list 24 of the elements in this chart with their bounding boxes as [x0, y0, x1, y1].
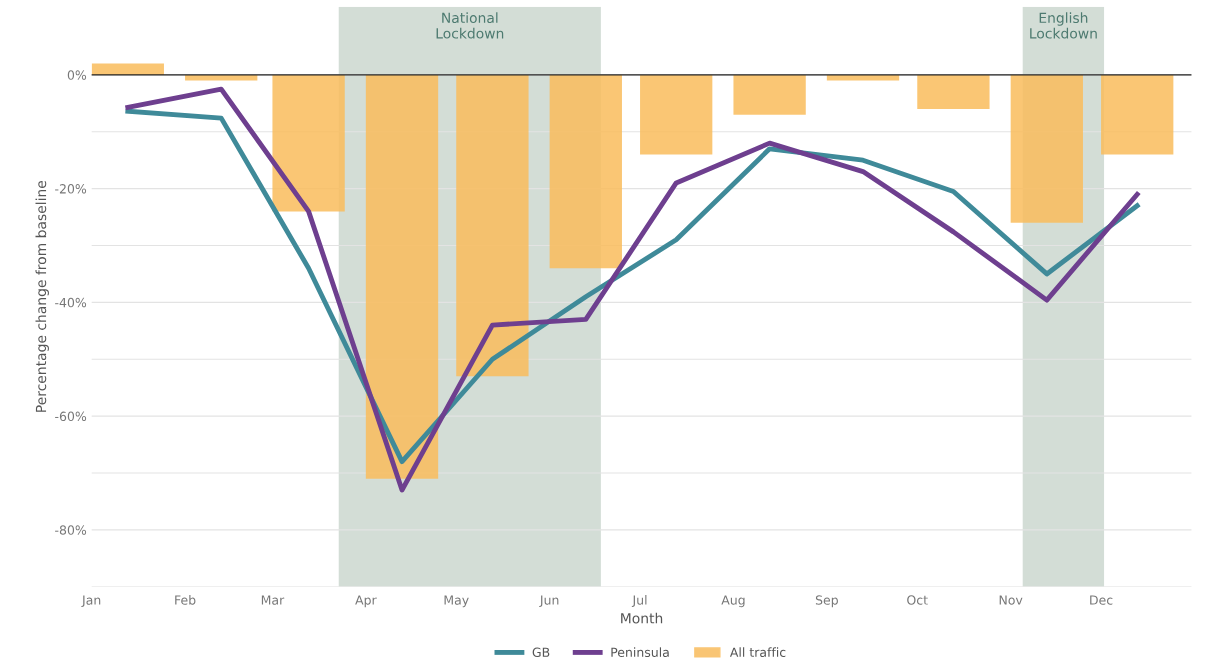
legend-label: All traffic [729, 647, 786, 657]
x-tick-label: Mar [261, 595, 285, 605]
x-tick-label: Apr [355, 595, 377, 608]
x-tick-label: Jan [81, 595, 101, 608]
x-tick-label: Jul [631, 595, 647, 608]
x-tick-label: May [444, 595, 469, 608]
legend-label: Peninsula [611, 647, 669, 657]
x-tick-label: Oct [907, 595, 928, 605]
x-tick-label: Nov [999, 595, 1023, 605]
x-tick-label: Dec [1090, 595, 1113, 605]
band-label: National Lockdown [436, 12, 504, 39]
y-tick-label: -80% [55, 525, 87, 535]
x-tick-label: Jun [539, 595, 559, 608]
y-axis-title: Percentage change from baseline [35, 180, 49, 412]
x-tick-label: Aug [721, 595, 745, 608]
legend-label: GB [532, 647, 550, 657]
y-tick-label: 0% [67, 70, 87, 80]
y-tick-label: -60% [55, 411, 87, 422]
band-label: English Lockdown [1030, 12, 1097, 39]
y-tick-label: -40% [55, 297, 87, 308]
x-axis-title: Month [621, 612, 663, 624]
x-tick-label: Sep [815, 595, 838, 608]
y-tick-label: -20% [55, 184, 87, 194]
x-tick-label: Feb [175, 595, 196, 605]
